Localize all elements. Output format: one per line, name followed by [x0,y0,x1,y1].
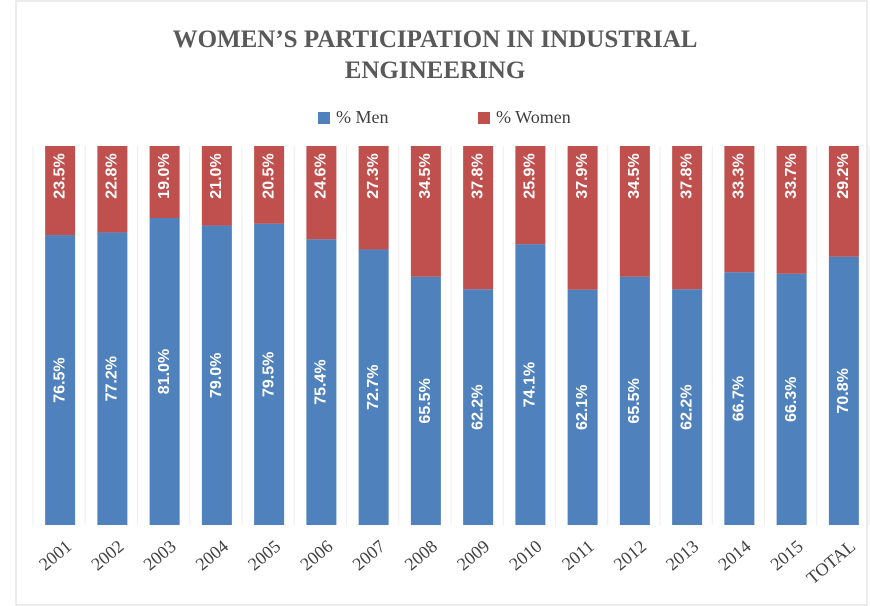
bar-segment [149,146,180,219]
bar-segment [254,146,285,224]
value-label: 37.8% [469,153,486,198]
value-label: 81.0% [156,349,173,394]
x-tick-label: 2006 [296,536,336,574]
legend-swatch [318,112,330,124]
chart-title: WOMEN’S PARTICIPATION IN INDUSTRIAL ENGI… [172,26,698,84]
legend-swatch [478,112,490,124]
value-label: 37.9% [574,153,591,198]
bar-segment [776,146,807,274]
x-tick-label: 2009 [453,536,493,574]
bar-segment [619,146,650,277]
x-tick-label: 2012 [610,536,650,574]
bar-segment [828,256,859,525]
bar-segment [201,225,232,525]
value-label: 70.8% [835,368,852,413]
bar-segment [306,239,337,525]
value-label: 66.7% [731,376,748,421]
x-tick-label: 2015 [766,536,806,574]
x-tick-label: 2014 [714,536,754,574]
value-label: 72.7% [365,365,382,410]
value-label: 25.9% [522,153,539,198]
bar-segment [306,146,337,240]
bar-segment [254,223,285,525]
x-tick-label: 2010 [505,536,545,574]
bar-segment [776,273,807,525]
x-tick-label: 2001 [35,536,75,574]
x-tick-label: 2008 [401,536,441,574]
bar-segment [410,146,441,277]
x-tick-label: 2002 [87,536,127,574]
chart-frame [15,0,868,606]
bar-segment [463,146,494,290]
value-label: 23.5% [51,153,68,198]
bar-segment [45,235,76,525]
bar-segment [828,146,859,257]
bar-segment [672,146,703,290]
bar-segment [201,146,232,226]
value-label: 21.0% [208,153,225,198]
value-label: 62.2% [678,384,695,429]
value-label: 66.3% [783,377,800,422]
value-label: 33.3% [731,153,748,198]
bar-segment [45,146,76,236]
value-label: 34.5% [417,153,434,198]
value-label: 29.2% [835,153,852,198]
x-tick-label: TOTAL [802,536,859,588]
value-label: 20.5% [260,153,277,198]
x-tick-label: 2007 [348,536,388,574]
value-label: 62.1% [574,385,591,430]
value-label: 24.6% [313,153,330,198]
value-label: 79.0% [208,353,225,398]
legend-label: % Men [336,107,389,127]
bar-segment [463,289,494,525]
value-label: 65.5% [417,378,434,423]
bar-segment [567,289,598,525]
x-tick-label: 2003 [139,536,179,574]
x-tick-label: 2011 [558,536,598,574]
value-label: 34.5% [626,153,643,198]
legend-label: % Women [496,107,571,127]
value-label: 27.3% [365,153,382,198]
bar-segment [724,272,755,525]
bar-segment [149,218,180,525]
x-tick-label: 2005 [244,536,284,574]
bar-segment [515,146,546,245]
value-label: 77.2% [104,356,121,401]
bar-segment [672,289,703,525]
value-label: 76.5% [51,357,68,402]
value-label: 75.4% [313,359,330,404]
bar-segment [724,146,755,273]
value-label: 33.7% [783,153,800,198]
bar-segment [358,249,389,526]
bar-segment [358,146,389,250]
value-label: 62.2% [469,384,486,429]
value-label: 22.8% [104,153,121,198]
value-label: 37.8% [678,153,695,198]
bar-segment [410,276,441,525]
bar-segment [97,146,128,233]
value-label: 74.1% [522,362,539,407]
bar-segment [515,244,546,525]
x-tick-label: 2004 [192,536,232,574]
bar-segment [619,276,650,525]
x-tick-label: 2013 [662,536,702,574]
bar-segment [97,232,128,526]
value-label: 19.0% [156,153,173,198]
bar-segment [567,146,598,290]
value-label: 65.5% [626,378,643,423]
value-label: 79.5% [260,352,277,397]
